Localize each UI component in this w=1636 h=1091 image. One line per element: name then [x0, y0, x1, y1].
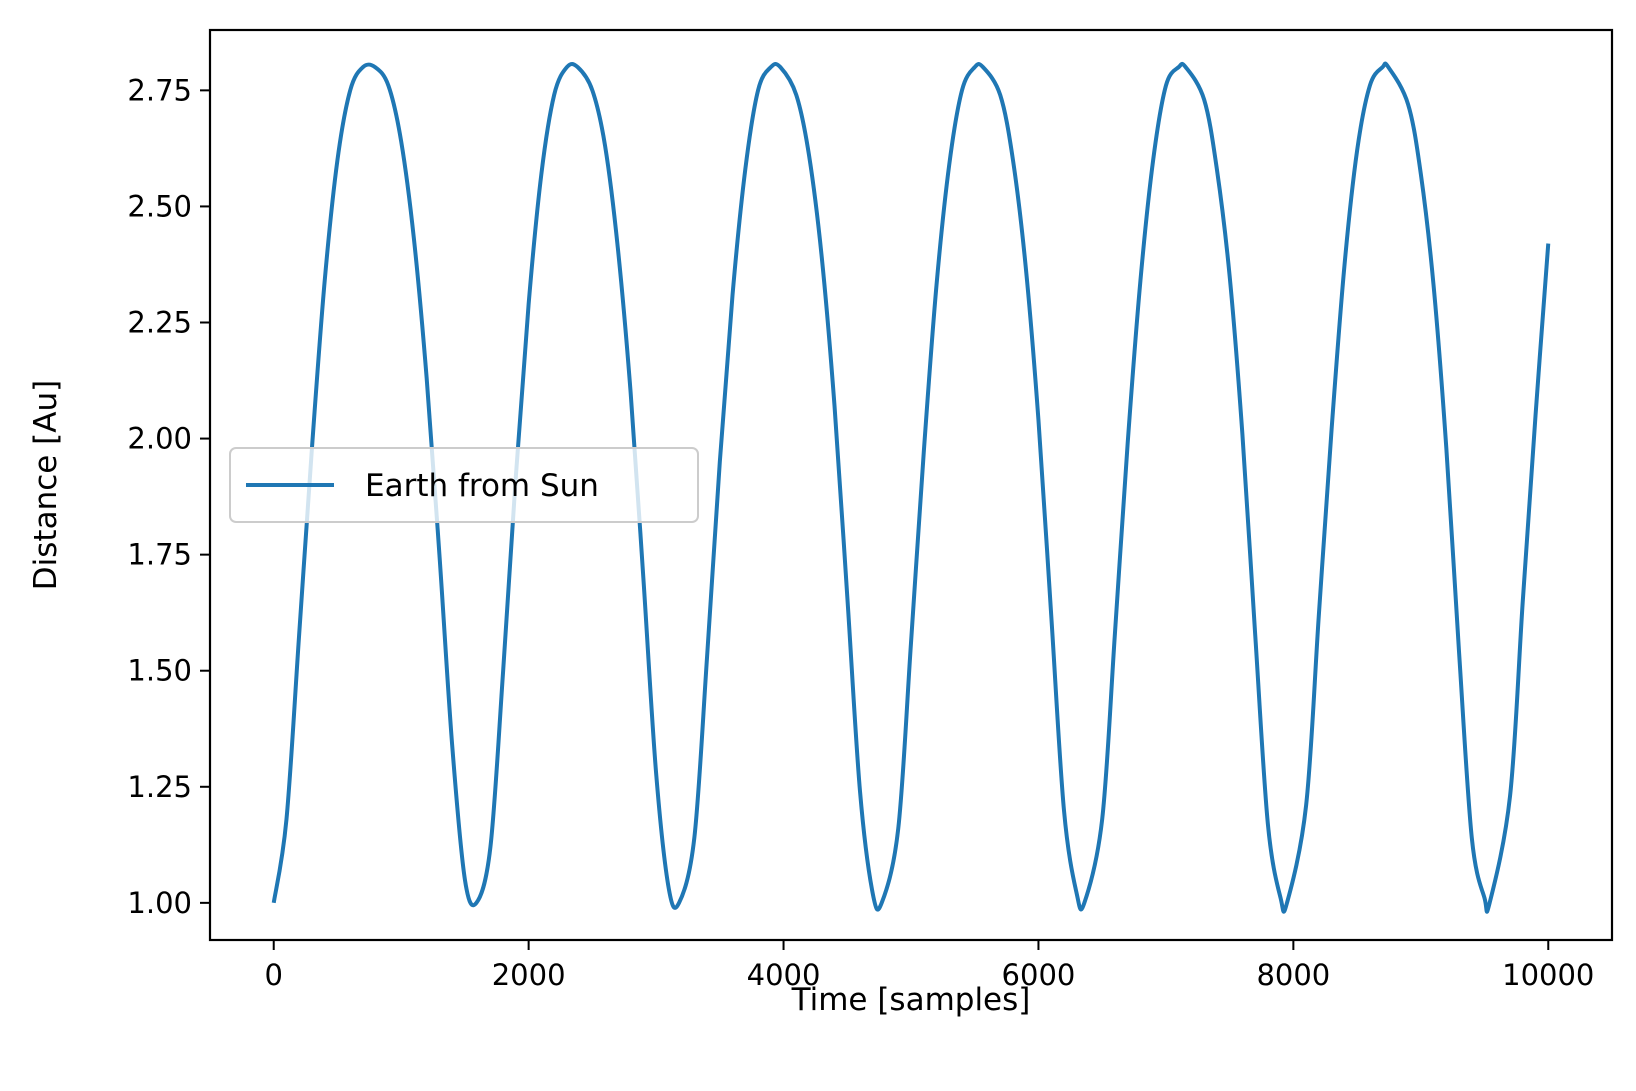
y-tick-label: 1.00 [127, 886, 192, 920]
legend-label-earth-from-sun: Earth from Sun [365, 468, 599, 504]
y-tick-label: 2.75 [127, 73, 192, 107]
ticks-layer: 0 2000 4000 6000 8000 10000 1.00 1.25 1.50 1.75 2.… [127, 73, 1594, 992]
x-axis-label: Time [samples] [791, 982, 1031, 1018]
y-tick-label: 1.50 [127, 654, 192, 688]
y-tick-label: 2.50 [127, 189, 192, 223]
x-tick-label: 0 [265, 958, 283, 992]
x-tick-label: 8000 [1256, 958, 1330, 992]
legend-box [229, 447, 699, 523]
series-layer [271, 61, 1551, 914]
y-axis-label: Distance [Au] [28, 380, 64, 590]
x-tick-label: 6000 [1002, 958, 1076, 992]
x-tick-label: 4000 [747, 958, 821, 992]
y-tick-label: 1.75 [127, 538, 192, 572]
y-tick-label: 2.00 [127, 422, 192, 456]
legend: Earth from Sun [229, 447, 699, 523]
x-tick-label: 2000 [492, 958, 566, 992]
y-tick-label: 1.25 [127, 770, 192, 804]
x-tick-label: 10000 [1502, 958, 1594, 992]
series-line-earth-from-sun [271, 61, 1551, 914]
y-tick-label: 2.25 [127, 306, 192, 340]
plot-frame [208, 28, 1614, 942]
